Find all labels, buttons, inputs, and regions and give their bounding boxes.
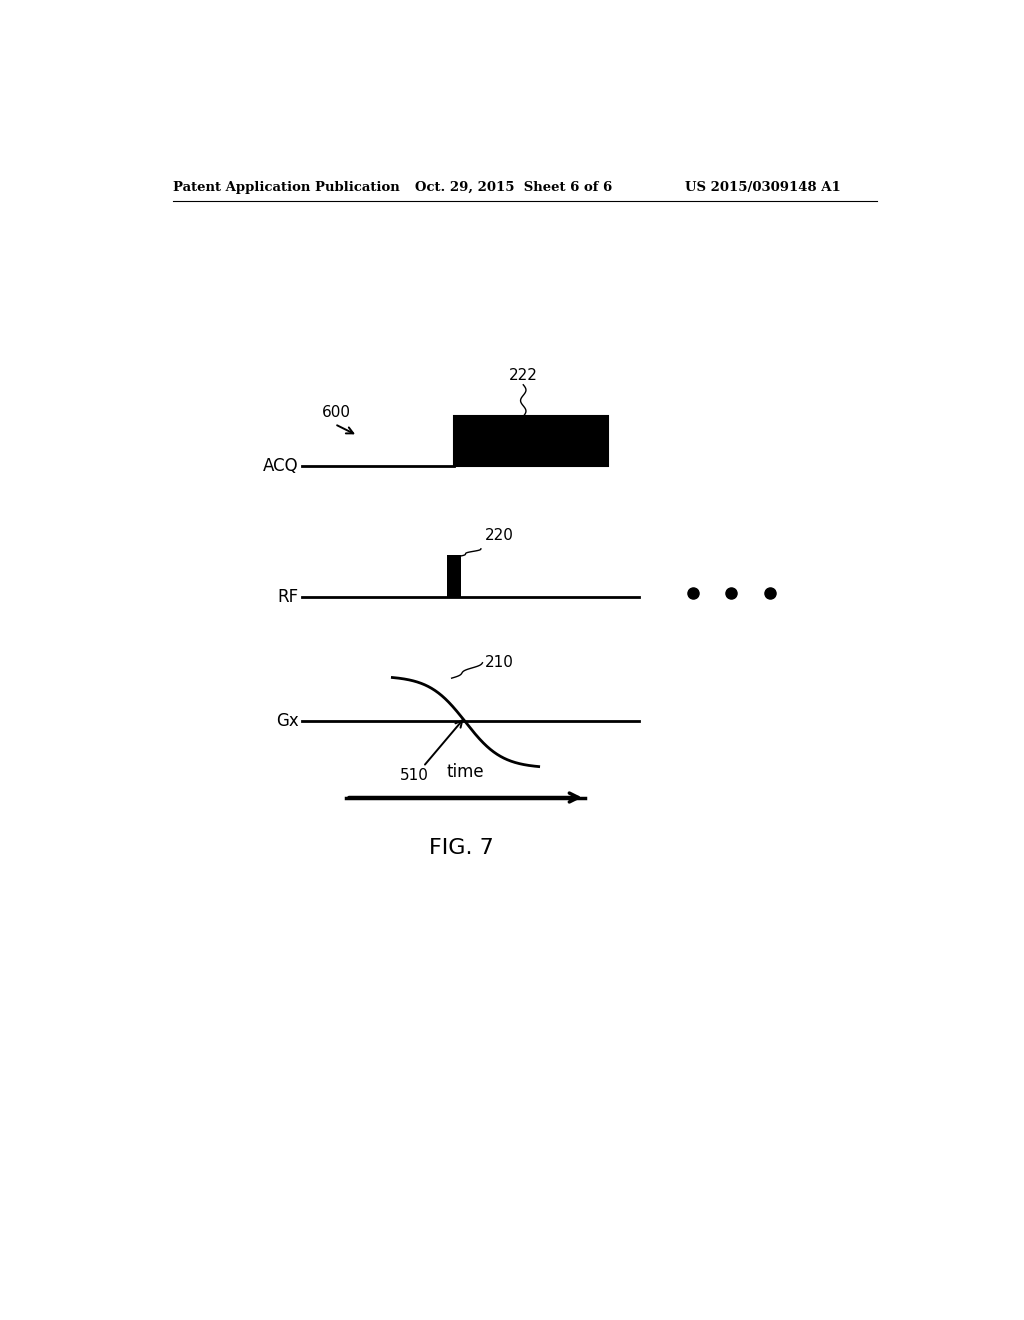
Text: FIG. 7: FIG. 7 [429, 838, 494, 858]
Text: Patent Application Publication: Patent Application Publication [173, 181, 399, 194]
Text: RF: RF [278, 589, 298, 606]
Text: Gx: Gx [275, 711, 298, 730]
Text: 222: 222 [509, 368, 538, 383]
Text: 210: 210 [484, 655, 514, 671]
Text: time: time [446, 763, 484, 780]
Bar [454, 416, 608, 466]
Text: 600: 600 [322, 405, 350, 420]
Text: US 2015/0309148 A1: US 2015/0309148 A1 [685, 181, 841, 194]
Text: ACQ: ACQ [263, 458, 298, 475]
Text: 510: 510 [400, 768, 429, 784]
Text: 220: 220 [484, 528, 514, 544]
Text: Oct. 29, 2015  Sheet 6 of 6: Oct. 29, 2015 Sheet 6 of 6 [416, 181, 612, 194]
Bar [447, 554, 461, 598]
